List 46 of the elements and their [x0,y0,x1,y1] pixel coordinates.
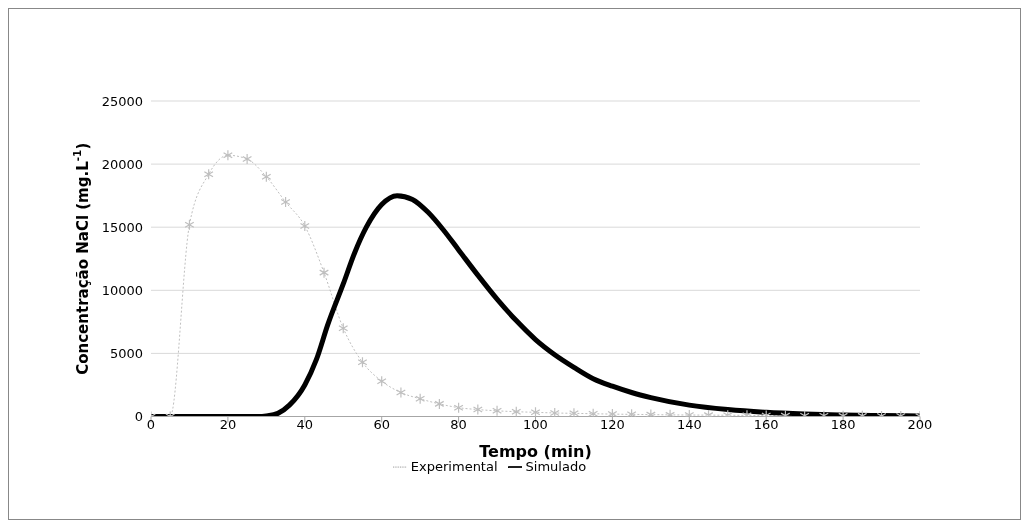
point [357,356,368,368]
point [569,407,579,417]
point [626,408,637,417]
point [665,409,676,417]
point [376,375,387,387]
x-tick-label: 140 [676,417,702,432]
point [607,408,618,417]
point [588,408,599,417]
x-axis-title: Tempo (min) [479,441,592,461]
point [184,219,195,231]
y-tick-label: 15000 [101,219,143,235]
y-tick-label: 25000 [101,93,143,109]
y-tick-label: 20000 [101,156,143,172]
point [492,405,502,417]
x-tick-label: 200 [907,417,933,432]
x-tick-label: 0 [146,417,156,432]
point [530,406,541,417]
point [299,220,310,232]
y-tick-label: 10000 [101,282,143,298]
point [511,406,522,417]
x-tick-label: 120 [599,417,625,432]
point [549,407,560,417]
point [203,168,214,180]
x-tick-label: 180 [830,417,856,432]
point [222,149,233,161]
legend-label: Experimental [410,458,498,474]
x-tick-label: 80 [450,417,467,432]
point [242,153,253,165]
x-tick-label: 40 [296,417,314,432]
point [472,403,483,416]
point [319,267,329,279]
point [396,386,406,399]
point [415,393,426,405]
point [645,409,656,417]
legend-label: Simulado [525,458,587,474]
point [261,171,272,183]
y-tick-label: 5000 [109,345,143,361]
x-tick-label: 60 [373,417,390,432]
point [684,409,695,417]
point [434,398,445,410]
x-tick-label: 100 [523,417,548,432]
point [338,322,349,334]
point [280,196,291,208]
x-tick-label: 20 [219,417,237,432]
point [453,402,464,414]
x-tick-label: 160 [753,417,779,432]
